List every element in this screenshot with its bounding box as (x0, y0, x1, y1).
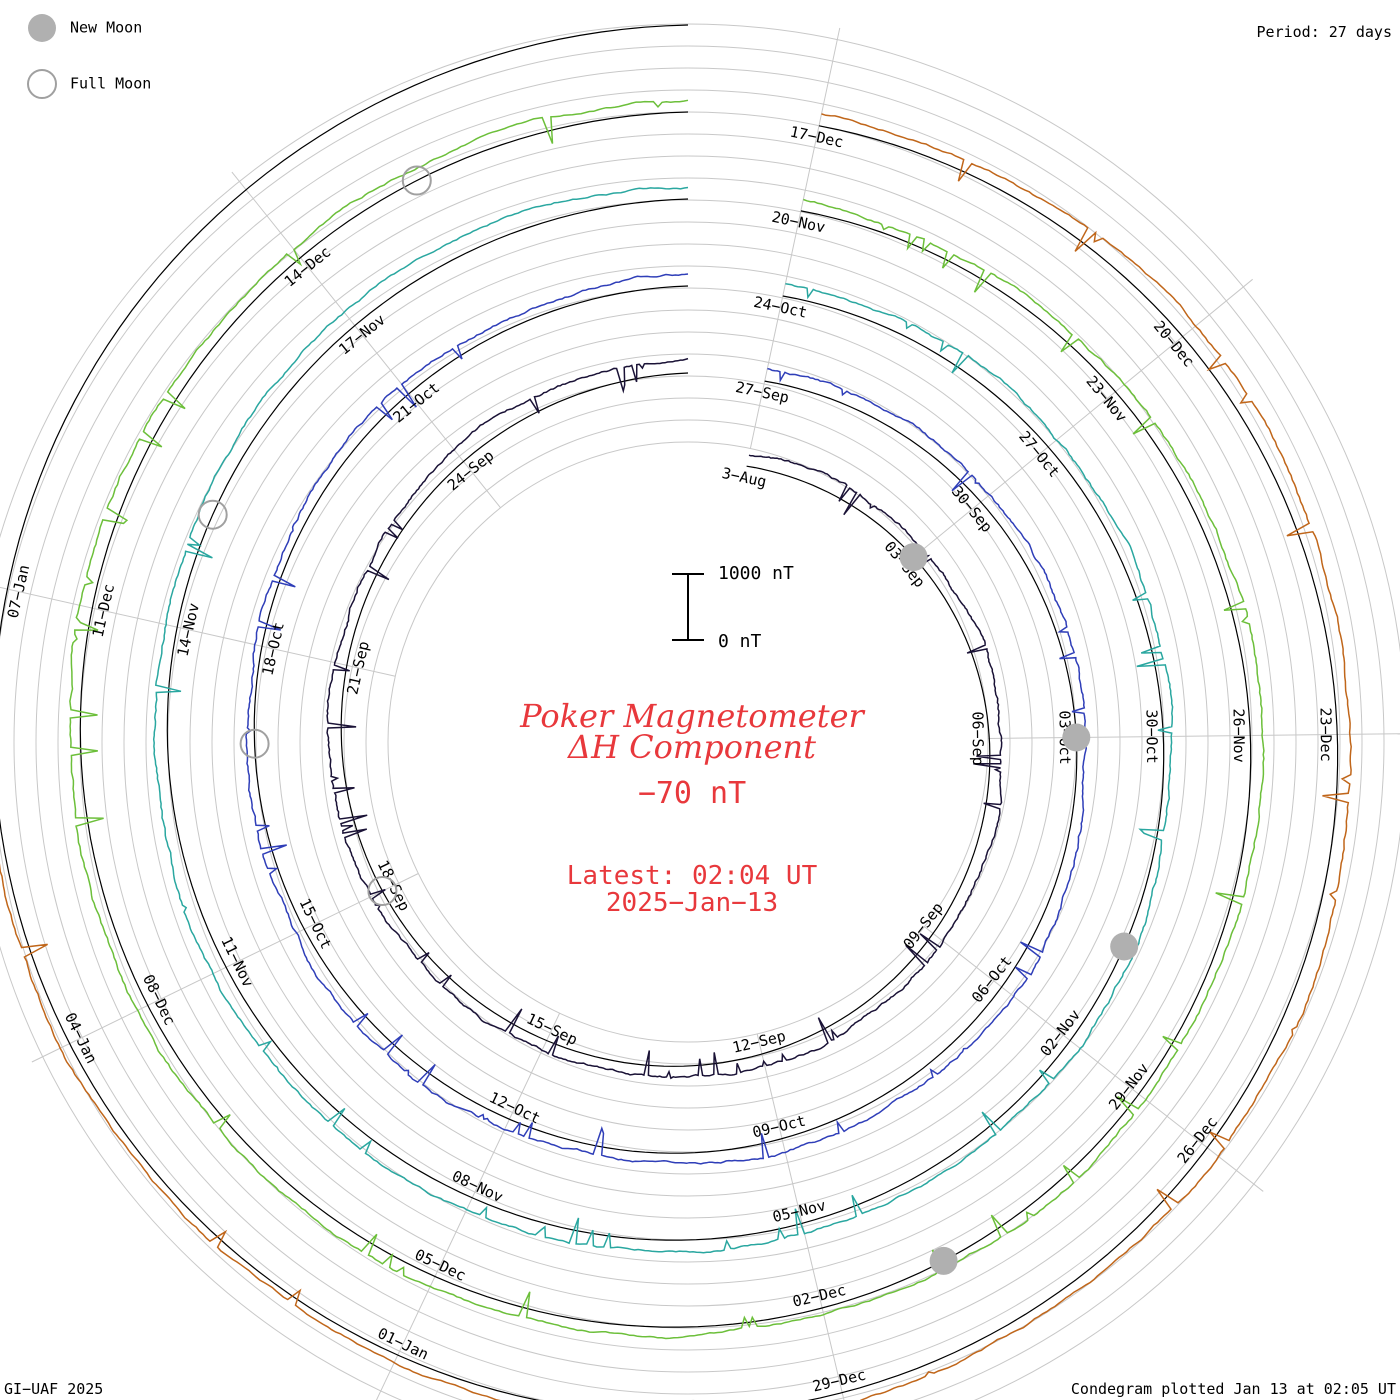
baseline-ring (79, 111, 1252, 1328)
latest-date: 2025−Jan−13 (606, 888, 778, 918)
series-line-17-Dec (0, 113, 1352, 1400)
new-moon-legend-label: New Moon (70, 19, 142, 37)
date-label: 26−Nov (1229, 708, 1248, 762)
full-moon-marker (367, 876, 398, 906)
grid-ring (343, 397, 1033, 1087)
date-label: 09−Sep (899, 899, 947, 953)
baseline-ring (253, 285, 1078, 1154)
baseline-ring (0, 24, 1339, 1400)
date-label: 11−Dec (89, 582, 118, 639)
day-spoke (375, 1012, 561, 1400)
date-label: 05−Nov (771, 1196, 828, 1226)
baseline-rings (0, 24, 1339, 1400)
date-label: 20−Nov (770, 208, 827, 237)
day-spokes (0, 27, 1400, 1400)
new-moon-marker (1110, 932, 1139, 961)
date-label: 17−Dec (788, 123, 845, 152)
date-label: 20−Dec (1150, 317, 1198, 370)
date-label: 02−Dec (791, 1281, 848, 1311)
scale-top-label: 1000 nT (718, 563, 794, 584)
grid-ring (255, 309, 1121, 1175)
footer-credit: GI−UAF 2025 (4, 1380, 103, 1398)
scale-bar: 1000 nT 0 nT (672, 563, 794, 652)
current-value: −70 nT (638, 776, 746, 811)
date-label: 14−Dec (281, 243, 335, 291)
series-line-31-Aug (326, 357, 1003, 1080)
latest-time: Latest: 02:04 UT (567, 861, 818, 891)
new-moon-marker (1062, 723, 1091, 752)
period-label: Period: 27 days (1257, 23, 1392, 41)
scale-bottom-label: 0 nT (718, 631, 762, 652)
grid-ring (321, 375, 1055, 1109)
moon-markers (197, 165, 1139, 1400)
full-moon-legend-label: Full Moon (70, 75, 151, 93)
date-label: 3−Aug (720, 464, 768, 491)
grid-ring (13, 67, 1363, 1400)
date-label: 30−Oct (1142, 709, 1161, 763)
series-line-20-Nov (69, 99, 1265, 1340)
day-spoke (924, 926, 1264, 1192)
date-label: 29−Nov (1105, 1060, 1153, 1114)
date-label: 21−Sep (343, 639, 372, 696)
date-label: 24−Oct (752, 293, 809, 322)
date-label: 30−Sep (948, 483, 996, 536)
date-label: 17−Nov (335, 311, 389, 359)
grid-ring (123, 177, 1253, 1307)
date-label: 23−Nov (1082, 372, 1130, 425)
full-moon-marker (197, 499, 228, 530)
date-label: 29−Dec (811, 1366, 868, 1396)
full-moon-legend-icon (27, 69, 57, 99)
date-label: 26−Dec (1174, 1113, 1222, 1167)
chart-subtitle: ΔH Component (566, 728, 816, 766)
day-spoke (749, 27, 841, 449)
day-spoke (0, 586, 396, 677)
grid-ring (0, 23, 1400, 1400)
date-label: 02−Nov (1037, 1006, 1085, 1060)
day-spoke (231, 171, 501, 509)
grid-ring (35, 89, 1341, 1395)
grid-ring (387, 441, 989, 1043)
grid-ring (0, 45, 1385, 1400)
day-spoke (31, 873, 419, 1063)
grid-ring (101, 155, 1275, 1329)
new-moon-marker (899, 543, 928, 572)
full-moon-marker (239, 728, 270, 759)
date-label: 12−Sep (731, 1027, 788, 1057)
day-spoke (919, 278, 1253, 553)
baseline-ring (166, 198, 1165, 1241)
series-line-24-Oct (152, 186, 1174, 1254)
chart-title: Poker Magnetometer (519, 697, 865, 735)
grid-ring (145, 199, 1231, 1285)
full-moon-marker (401, 165, 432, 196)
date-label: 23−Dec (1316, 707, 1335, 761)
day-spoke (987, 733, 1400, 740)
date-label: 24−Sep (444, 446, 498, 494)
day-spoke (756, 1033, 845, 1400)
grid-ring (233, 287, 1143, 1197)
date-label: 18−Oct (258, 620, 287, 677)
data-series (0, 99, 1352, 1400)
series-line-27-Sep (245, 273, 1088, 1165)
new-moon-legend-icon (28, 14, 56, 42)
grid-ring (365, 419, 1011, 1065)
grid-ring (277, 331, 1099, 1153)
new-moon-marker (929, 1246, 958, 1275)
footer-plotted: Condegram plotted Jan 13 at 02:05 UT (1071, 1380, 1396, 1398)
baseline-ring (340, 372, 991, 1067)
date-label: 06−Sep (968, 711, 987, 765)
date-label: 27−Oct (1015, 428, 1063, 481)
